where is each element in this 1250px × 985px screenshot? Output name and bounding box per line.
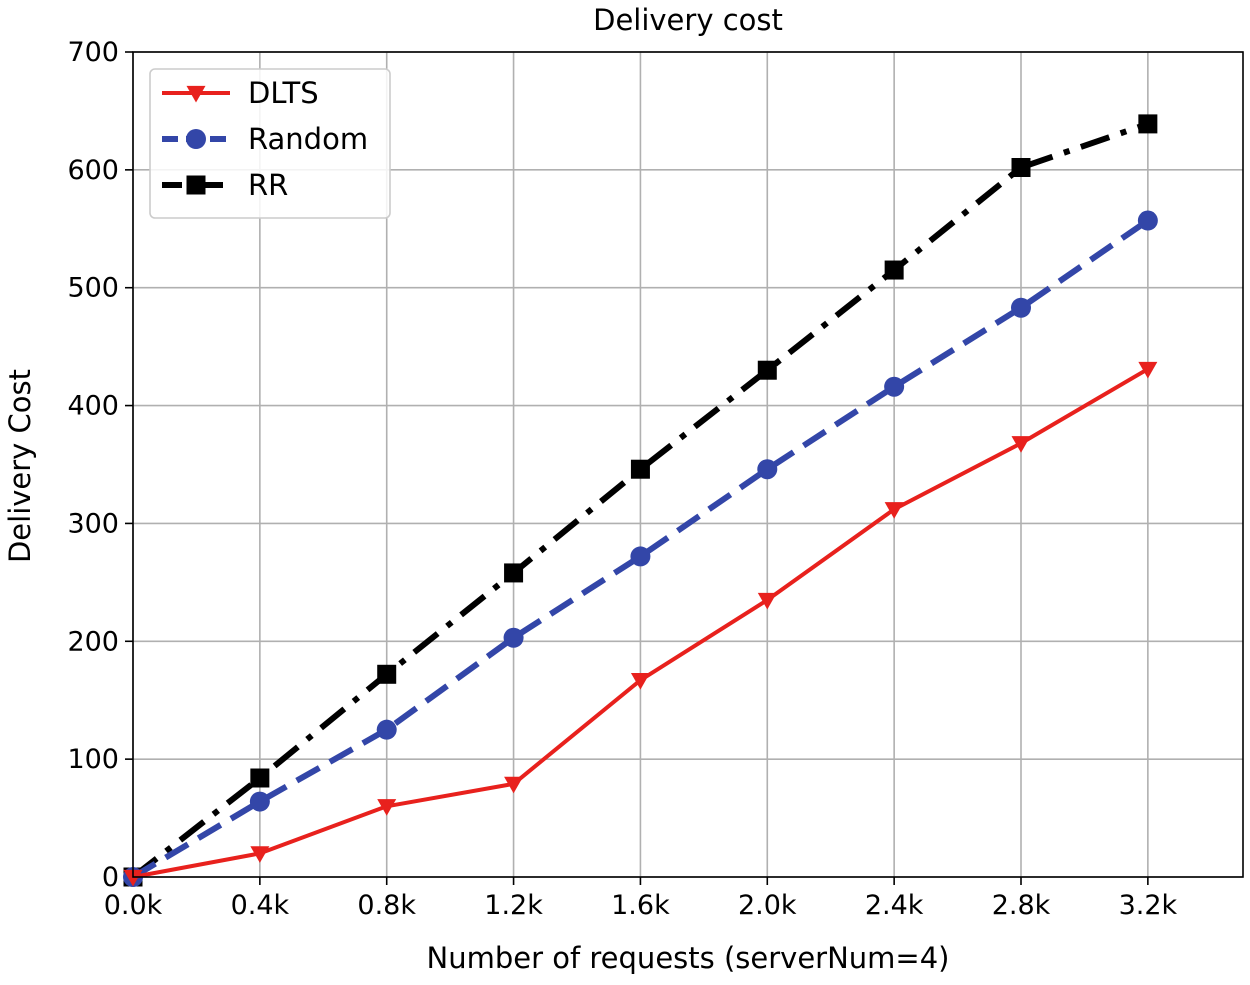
data-point-dlts xyxy=(504,776,524,794)
y-tick-label: 0 xyxy=(102,862,119,893)
legend-label-random: Random xyxy=(248,122,368,156)
legend-box xyxy=(149,68,391,219)
x-tick-label: 2.0k xyxy=(738,890,797,921)
x-axis-label: Number of requests (serverNum=4) xyxy=(427,941,950,975)
data-point-dlts xyxy=(1011,436,1031,453)
axis-ticks: 0.0k 0.4k 0.8k 1.2k 1.6k 2.0k 2.4k 2.8k 3.2k 0 100… xyxy=(67,37,1177,921)
data-point-random xyxy=(249,791,270,812)
legend-item-dlts: DLTS xyxy=(162,76,319,110)
series-group xyxy=(123,114,1158,887)
chart-title: Delivery cost xyxy=(593,3,783,37)
x-tick-label: 0.8k xyxy=(357,890,416,921)
series-line-rr xyxy=(131,121,1149,880)
x-tick-label: 0.4k xyxy=(231,890,290,921)
data-point-rr xyxy=(504,563,524,583)
legend-label-rr: RR xyxy=(248,168,288,202)
x-tick-label: 3.2k xyxy=(1119,890,1178,921)
y-tick-label: 500 xyxy=(67,273,119,304)
y-tick-label: 200 xyxy=(67,626,119,657)
y-tick-label: 400 xyxy=(67,391,119,422)
legend-item-random: Random xyxy=(162,122,368,156)
x-tick-label: 1.2k xyxy=(484,890,543,921)
data-point-random xyxy=(1137,210,1158,231)
data-point-rr xyxy=(1138,114,1158,134)
legend-marker-rr xyxy=(186,175,206,195)
x-tick-label: 2.4k xyxy=(865,890,924,921)
plot-frame xyxy=(132,51,1244,878)
data-point-random xyxy=(630,546,651,567)
data-point-dlts xyxy=(630,673,650,690)
data-point-random xyxy=(884,376,905,397)
y-tick-label: 700 xyxy=(67,37,119,68)
data-point-random xyxy=(1011,297,1031,318)
legend-label-dlts: DLTS xyxy=(248,76,319,110)
data-point-rr xyxy=(1011,158,1031,177)
data-point-random xyxy=(376,719,397,740)
series-line-random xyxy=(131,218,1150,880)
series-dlts xyxy=(123,361,1158,887)
y-tick-label: 600 xyxy=(67,155,119,186)
data-point-random xyxy=(757,459,778,480)
data-point-dlts xyxy=(757,592,777,610)
legend: DLTS Random RR xyxy=(149,68,391,219)
data-point-random xyxy=(503,627,524,648)
data-point-dlts xyxy=(1138,361,1158,379)
data-point-dlts xyxy=(377,799,397,816)
data-point-dlts xyxy=(250,846,270,863)
legend-marker-dlts xyxy=(186,85,206,103)
legend-marker-random xyxy=(186,129,206,149)
y-tick-label: 100 xyxy=(67,744,119,775)
data-point-dlts xyxy=(123,869,143,887)
data-point-rr xyxy=(757,360,777,380)
data-point-rr xyxy=(250,768,270,788)
legend-item-rr: RR xyxy=(162,168,288,202)
data-point-dlts xyxy=(884,502,904,519)
y-axis-label: Delivery Cost xyxy=(3,369,37,563)
y-tick-label: 300 xyxy=(67,508,119,539)
data-point-rr xyxy=(884,260,904,280)
data-point-rr xyxy=(630,459,650,479)
data-point-rr xyxy=(377,664,397,684)
x-tick-label: 0.0k xyxy=(104,890,163,921)
x-tick-label: 2.8k xyxy=(992,890,1051,921)
x-tick-label: 1.6k xyxy=(611,890,670,921)
